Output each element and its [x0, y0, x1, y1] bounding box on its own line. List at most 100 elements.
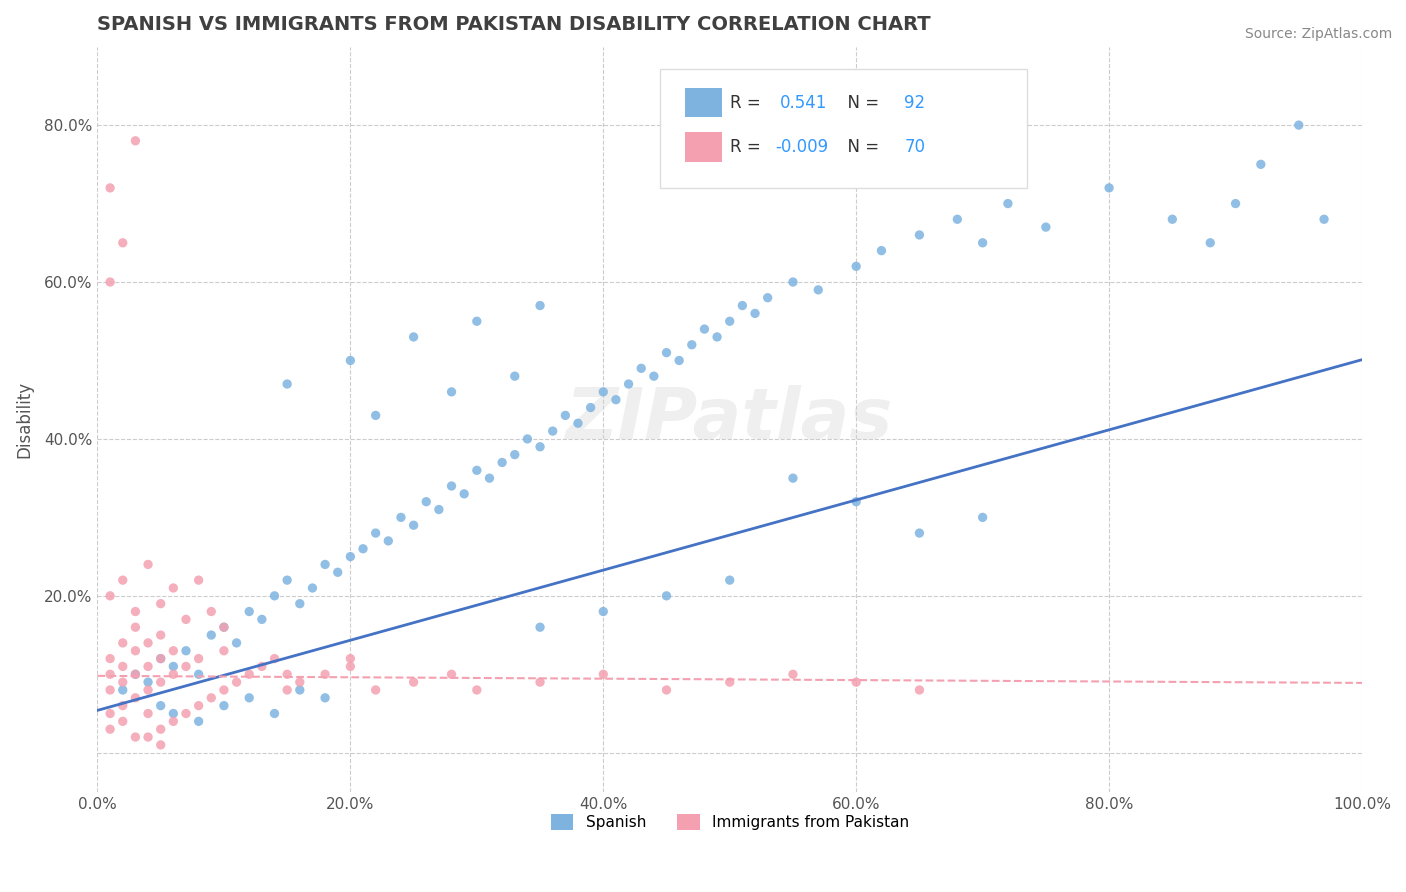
Point: [288, 675, 311, 690]
Point: [111, 683, 134, 698]
Point: [529, 440, 551, 454]
Point: [149, 738, 172, 752]
Point: [288, 683, 311, 698]
Point: [402, 675, 425, 690]
Point: [643, 369, 665, 384]
Point: [149, 651, 172, 665]
Point: [263, 589, 285, 603]
Point: [212, 698, 235, 713]
Y-axis label: Disability: Disability: [15, 381, 32, 458]
Point: [162, 706, 184, 721]
Point: [402, 330, 425, 344]
Text: -0.009: -0.009: [775, 138, 828, 156]
Point: [655, 683, 678, 698]
Point: [592, 667, 614, 681]
Point: [124, 620, 146, 634]
Point: [440, 667, 463, 681]
Point: [870, 244, 893, 258]
Point: [124, 690, 146, 705]
Point: [339, 651, 361, 665]
Point: [782, 275, 804, 289]
Point: [149, 675, 172, 690]
Point: [1313, 212, 1336, 227]
Point: [276, 683, 298, 698]
Point: [98, 181, 121, 195]
Point: [1250, 157, 1272, 171]
FancyBboxPatch shape: [686, 132, 723, 162]
Point: [782, 471, 804, 485]
Text: R =: R =: [730, 138, 766, 156]
Point: [655, 589, 678, 603]
Point: [124, 605, 146, 619]
Point: [377, 533, 399, 548]
Point: [162, 714, 184, 729]
Point: [744, 306, 766, 320]
Point: [503, 369, 526, 384]
Point: [238, 667, 260, 681]
Point: [845, 494, 868, 508]
Point: [478, 471, 501, 485]
Point: [301, 581, 323, 595]
Point: [415, 494, 437, 508]
Point: [630, 361, 652, 376]
Point: [212, 683, 235, 698]
Point: [908, 526, 931, 541]
Point: [162, 644, 184, 658]
Point: [339, 549, 361, 564]
Point: [124, 134, 146, 148]
Point: [250, 659, 273, 673]
Point: [98, 706, 121, 721]
Point: [946, 212, 969, 227]
Point: [352, 541, 374, 556]
Point: [592, 605, 614, 619]
Point: [314, 690, 336, 705]
Point: [111, 659, 134, 673]
Point: [845, 675, 868, 690]
Point: [655, 345, 678, 359]
Point: [98, 722, 121, 736]
Point: [263, 706, 285, 721]
Point: [782, 667, 804, 681]
Text: N =: N =: [837, 94, 884, 112]
Point: [541, 424, 564, 438]
Point: [972, 510, 994, 524]
Point: [706, 330, 728, 344]
Point: [617, 377, 640, 392]
Point: [529, 620, 551, 634]
Point: [718, 314, 741, 328]
Point: [389, 510, 412, 524]
Point: [174, 659, 197, 673]
Point: [579, 401, 602, 415]
FancyBboxPatch shape: [686, 87, 723, 118]
Point: [149, 698, 172, 713]
Point: [200, 628, 222, 642]
Point: [174, 644, 197, 658]
Point: [136, 675, 159, 690]
Point: [149, 628, 172, 642]
Point: [136, 558, 159, 572]
Point: [187, 714, 209, 729]
Point: [465, 463, 488, 477]
Point: [111, 573, 134, 587]
Point: [149, 722, 172, 736]
Point: [718, 573, 741, 587]
Legend: Spanish, Immigrants from Pakistan: Spanish, Immigrants from Pakistan: [544, 808, 915, 837]
Point: [1288, 118, 1310, 132]
Point: [567, 416, 589, 430]
Point: [136, 659, 159, 673]
Point: [225, 636, 247, 650]
Text: 92: 92: [904, 94, 925, 112]
Point: [1161, 212, 1184, 227]
Point: [225, 675, 247, 690]
Text: 0.541: 0.541: [780, 94, 828, 112]
Point: [136, 730, 159, 744]
Point: [1199, 235, 1222, 250]
Point: [187, 573, 209, 587]
Text: Source: ZipAtlas.com: Source: ZipAtlas.com: [1244, 27, 1392, 41]
Point: [187, 651, 209, 665]
Point: [111, 714, 134, 729]
Point: [908, 683, 931, 698]
Point: [756, 291, 779, 305]
Point: [693, 322, 716, 336]
Point: [364, 526, 387, 541]
